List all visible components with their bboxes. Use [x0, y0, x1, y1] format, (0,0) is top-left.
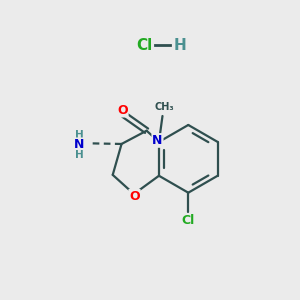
Text: H: H — [75, 130, 83, 140]
Text: O: O — [117, 103, 128, 117]
Text: N: N — [152, 134, 163, 147]
Text: O: O — [129, 190, 140, 203]
Text: H: H — [174, 38, 186, 53]
Text: CH₃: CH₃ — [154, 102, 174, 112]
Text: Cl: Cl — [182, 214, 195, 227]
Text: H: H — [75, 150, 83, 160]
Text: Cl: Cl — [136, 38, 152, 53]
Text: N: N — [74, 138, 84, 151]
